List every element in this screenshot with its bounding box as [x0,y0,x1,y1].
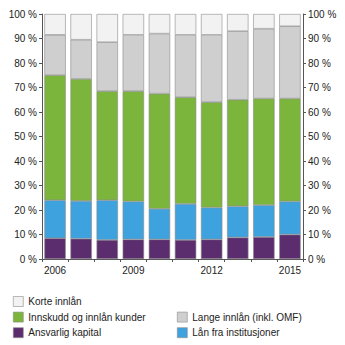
svg-text:Korte innlån: Korte innlån [28,296,81,307]
svg-text:0 %: 0 % [20,254,37,265]
svg-text:30 %: 30 % [308,180,331,191]
svg-text:80 %: 80 % [308,58,331,69]
svg-text:90 %: 90 % [14,33,37,44]
svg-text:40 %: 40 % [308,156,331,167]
svg-text:60 %: 60 % [308,107,331,118]
svg-text:2012: 2012 [201,265,224,276]
svg-text:90 %: 90 % [308,33,331,44]
svg-text:0 %: 0 % [308,254,325,265]
svg-text:2009: 2009 [122,265,145,276]
svg-text:Ansvarlig kapital: Ansvarlig kapital [28,327,101,338]
svg-text:10 %: 10 % [308,229,331,240]
svg-text:Innskudd og innlån kunder: Innskudd og innlån kunder [28,312,146,323]
svg-text:Lange innlån (inkl. OMF): Lange innlån (inkl. OMF) [192,312,301,323]
svg-text:60 %: 60 % [14,107,37,118]
svg-text:10 %: 10 % [14,229,37,240]
svg-text:100 %: 100 % [9,9,37,20]
svg-text:40 %: 40 % [14,156,37,167]
svg-text:70 %: 70 % [14,82,37,93]
svg-text:Lån fra institusjoner: Lån fra institusjoner [192,327,280,338]
svg-text:50 %: 50 % [308,131,331,142]
svg-text:2006: 2006 [44,265,67,276]
svg-text:70 %: 70 % [308,82,331,93]
svg-text:80 %: 80 % [14,58,37,69]
svg-text:30 %: 30 % [14,180,37,191]
svg-text:50 %: 50 % [14,131,37,142]
svg-text:100 %: 100 % [308,9,336,20]
svg-text:20 %: 20 % [308,205,331,216]
svg-text:2015: 2015 [279,265,302,276]
svg-text:20 %: 20 % [14,205,37,216]
